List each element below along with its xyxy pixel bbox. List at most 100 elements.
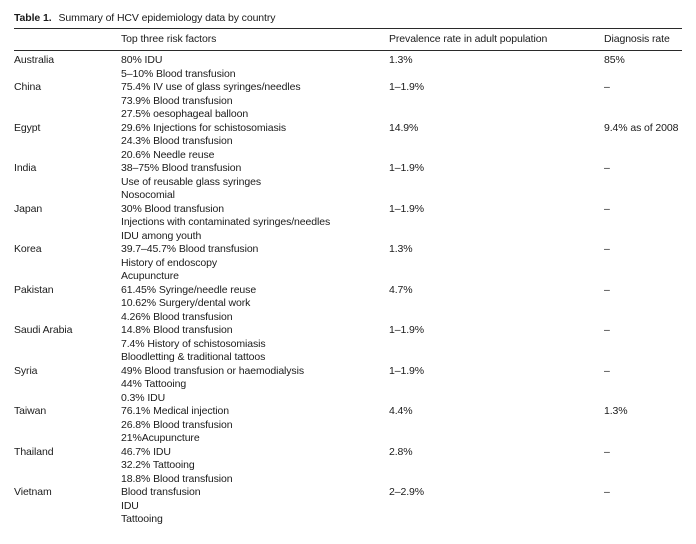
risk-factors-cell: 30% Blood transfusion Injections with con… <box>121 203 389 244</box>
risk-factors-cell: 61.45% Syringe/needle reuse 10.62% Surger… <box>121 284 389 325</box>
country-cell: Pakistan <box>14 283 54 296</box>
risk-factor-line: 76.1% Medical injection <box>121 405 230 417</box>
diagnosis-cell: – <box>604 445 610 458</box>
table-row: Syria 49% Blood transfusion or haemodialy… <box>14 365 682 406</box>
diagnosis-cell: 85% <box>604 54 625 66</box>
risk-factor-line: 18.8% Blood transfusion <box>121 472 233 485</box>
risk-factor-line: 24.3% Blood transfusion <box>121 135 233 147</box>
risk-factors-cell: 49% Blood transfusion or haemodialysis 44… <box>121 365 389 406</box>
table-row: India 38–75% Blood transfusion Use of reus… <box>14 162 682 203</box>
risk-factor-line: Blood transfusion <box>121 486 201 498</box>
table-row: Pakistan 61.45% Syringe/needle reuse 10.62… <box>14 284 682 325</box>
diagnosis-cell: – <box>604 243 610 255</box>
prevalence-cell: 2–2.9% <box>389 486 425 498</box>
table-row: China 75.4% IV use of glass syringes/need… <box>14 81 682 122</box>
table-container: Table 1. Summary of HCV epidemiology data… <box>14 0 682 527</box>
diagnosis-cell: – <box>604 364 610 377</box>
prevalence-cell: 1–1.9% <box>389 324 425 336</box>
diagnosis-cell: – <box>604 202 610 215</box>
prevalence-cell: 1–1.9% <box>389 162 425 174</box>
risk-factor-line: 5–10% Blood transfusion <box>121 67 236 80</box>
header-rule <box>14 50 682 51</box>
table-row: Australia 80% IDU 5–10% Blood transfusion 1… <box>14 54 682 81</box>
risk-factor-line: Injections with contaminated syringes/ne… <box>121 216 331 228</box>
diagnosis-cell: – <box>604 486 610 498</box>
risk-factor-line: 0.3% IDU <box>121 391 166 404</box>
table-body: Australia 80% IDU 5–10% Blood transfusion 1… <box>14 54 682 527</box>
prevalence-cell: 4.4% <box>389 405 413 417</box>
column-header-diagnosis: Diagnosis rate <box>604 33 670 45</box>
risk-factors-cell: 14.8% Blood transfusion 7.4% History of s… <box>121 324 389 365</box>
table-row: Egypt 29.6% Injections for schistosomiasi… <box>14 122 682 163</box>
table-caption-text: Summary of HCV epidemiology data by coun… <box>58 12 276 24</box>
prevalence-cell: 14.9% <box>389 121 419 134</box>
risk-factor-line: 26.8% Blood transfusion <box>121 418 233 431</box>
prevalence-cell: 4.7% <box>389 283 413 296</box>
risk-factor-line: 80% IDU <box>121 54 163 66</box>
risk-factors-cell: 80% IDU 5–10% Blood transfusion <box>121 54 389 81</box>
diagnosis-cell: – <box>604 81 610 93</box>
risk-factor-line: 49% Blood transfusion or haemodialysis <box>121 364 304 377</box>
country-cell: Syria <box>14 364 38 377</box>
risk-factor-line: 30% Blood transfusion <box>121 202 224 215</box>
risk-factors-cell: 39.7–45.7% Blood transfusion History of e… <box>121 243 389 284</box>
risk-factor-line: 73.9% Blood transfusion <box>121 94 233 107</box>
risk-factors-cell: 38–75% Blood transfusion Use of reusable … <box>121 162 389 203</box>
country-cell: Thailand <box>14 445 54 458</box>
diagnosis-cell: – <box>604 324 610 336</box>
risk-factor-line: 10.62% Surgery/dental work <box>121 297 251 309</box>
risk-factor-line: 4.26% Blood transfusion <box>121 310 233 323</box>
risk-factor-line: Bloodletting & traditional tattoos <box>121 351 266 363</box>
country-cell: Egypt <box>14 121 41 134</box>
risk-factors-cell: 76.1% Medical injection 26.8% Blood trans… <box>121 405 389 446</box>
table-row: Vietnam Blood transfusion IDU Tattooing 2–2.… <box>14 486 682 527</box>
risk-factor-line: Tattooing <box>121 513 163 525</box>
risk-factor-line: 29.6% Injections for schistosomiasis <box>121 121 287 134</box>
risk-factor-line: History of endoscopy <box>121 256 218 269</box>
risk-factor-line: 39.7–45.7% Blood transfusion <box>121 243 259 255</box>
risk-factor-line: IDU <box>121 499 139 512</box>
risk-factor-line: 20.6% Needle reuse <box>121 148 215 161</box>
prevalence-cell: 1–1.9% <box>389 81 425 93</box>
risk-factor-line: 38–75% Blood transfusion <box>121 162 242 174</box>
table-caption: Table 1. Summary of HCV epidemiology data… <box>14 11 682 28</box>
risk-factors-cell: 46.7% IDU 32.2% Tattooing 18.8% Blood tran… <box>121 446 389 487</box>
risk-factor-line: 7.4% History of schistosomiasis <box>121 337 266 350</box>
diagnosis-cell: – <box>604 162 610 174</box>
country-cell: Korea <box>14 243 42 255</box>
country-cell: Taiwan <box>14 405 47 417</box>
diagnosis-cell: 9.4% as of 2008 <box>604 121 679 134</box>
risk-factor-line: 75.4% IV use of glass syringes/needles <box>121 81 301 93</box>
risk-factor-line: 14.8% Blood transfusion <box>121 324 233 336</box>
risk-factor-line: Acupuncture <box>121 270 179 282</box>
risk-factor-line: 61.45% Syringe/needle reuse <box>121 283 257 296</box>
risk-factors-cell: 75.4% IV use of glass syringes/needles 73… <box>121 81 389 122</box>
risk-factors-cell: Blood transfusion IDU Tattooing <box>121 486 389 527</box>
risk-factor-line: Use of reusable glass syringes <box>121 175 261 188</box>
risk-factor-line: 32.2% Tattooing <box>121 459 195 471</box>
risk-factor-line: IDU among youth <box>121 229 202 242</box>
prevalence-cell: 1.3% <box>389 243 413 255</box>
table-row: Japan 30% Blood transfusion Injections wit… <box>14 203 682 244</box>
table-header-row: Top three risk factors Prevalence rate i… <box>14 29 682 50</box>
prevalence-cell: 1–1.9% <box>389 202 425 215</box>
diagnosis-cell: 1.3% <box>604 405 628 417</box>
prevalence-cell: 1.3% <box>389 54 413 66</box>
table-row: Thailand 46.7% IDU 32.2% Tattooing 18.8% Bl… <box>14 446 682 487</box>
risk-factor-line: 27.5% oesophageal balloon <box>121 108 249 120</box>
risk-factors-cell: 29.6% Injections for schistosomiasis 24.3… <box>121 122 389 163</box>
risk-factor-line: 44% Tattooing <box>121 378 187 390</box>
table-number: Table 1. <box>14 12 52 24</box>
country-cell: Australia <box>14 54 54 66</box>
country-cell: India <box>14 162 37 174</box>
country-cell: Saudi Arabia <box>14 324 73 336</box>
table-row: Saudi Arabia 14.8% Blood transfusion 7.4% … <box>14 324 682 365</box>
table-row: Korea 39.7–45.7% Blood transfusion History… <box>14 243 682 284</box>
country-cell: China <box>14 81 41 93</box>
column-header-risk-factors: Top three risk factors <box>121 33 217 45</box>
table-row: Taiwan 76.1% Medical injection 26.8% Blood… <box>14 405 682 446</box>
risk-factor-line: Nosocomial <box>121 189 175 201</box>
diagnosis-cell: – <box>604 283 610 296</box>
country-cell: Japan <box>14 202 43 215</box>
